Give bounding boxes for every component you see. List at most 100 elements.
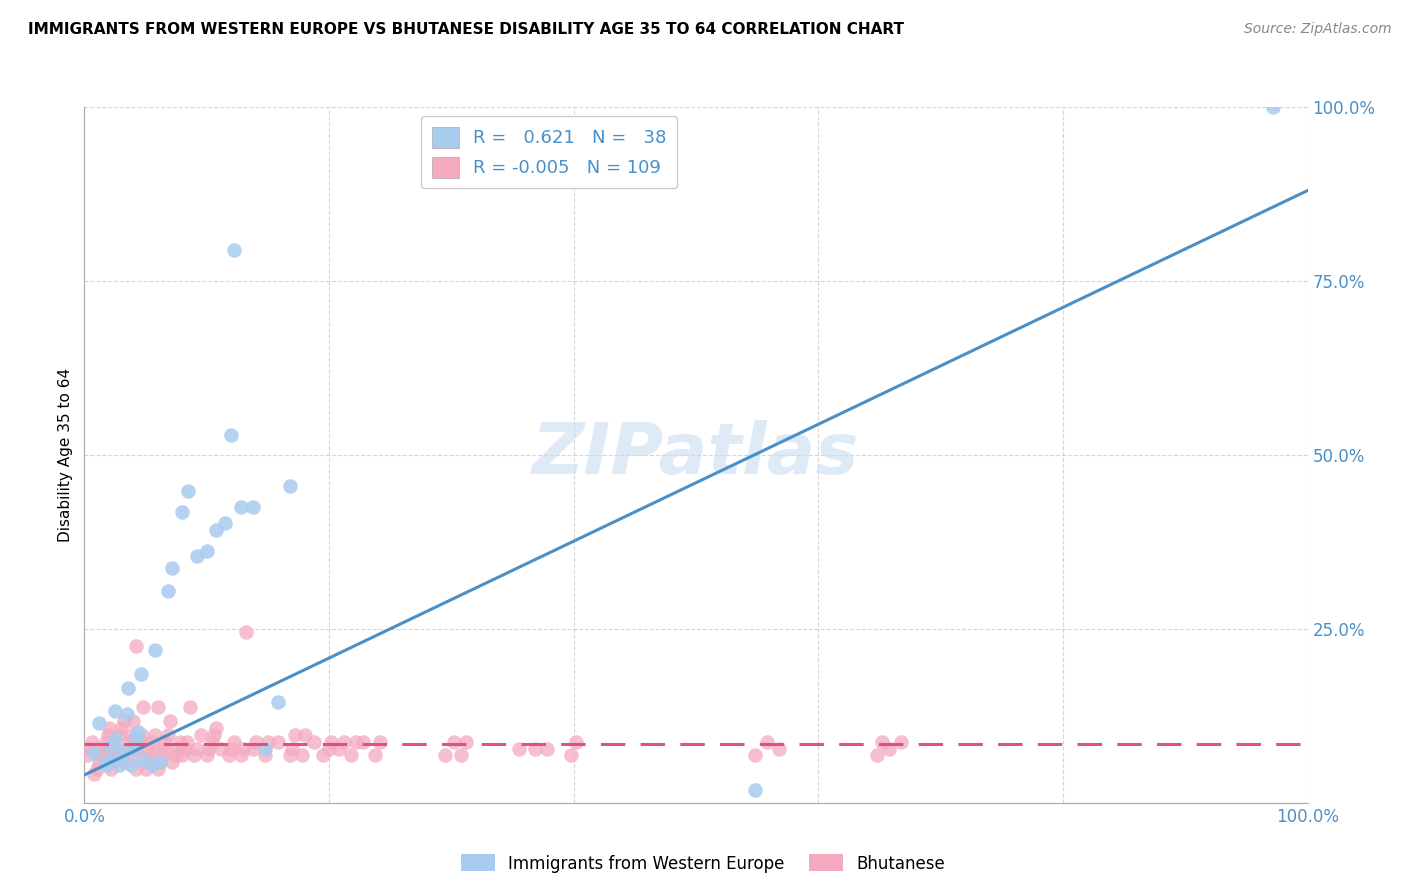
Point: [183, 748, 205, 763]
Point: [328, 741, 350, 756]
Point: [165, 748, 187, 763]
Point: [115, 741, 138, 756]
Point: [100, 739, 122, 753]
Point: [200, 734, 222, 748]
Point: [156, 728, 179, 742]
Point: [97, 721, 120, 735]
Point: [312, 748, 335, 763]
Point: [93, 741, 115, 756]
Point: [104, 731, 127, 746]
Point: [112, 714, 135, 728]
Point: [254, 741, 277, 756]
Point: [523, 741, 546, 756]
Point: [176, 734, 198, 748]
Point: [146, 699, 169, 714]
Point: [96, 734, 118, 748]
Point: [80, 734, 103, 748]
Point: [352, 734, 374, 748]
Point: [344, 734, 367, 748]
Point: [132, 753, 155, 767]
Point: [179, 699, 201, 714]
Point: [222, 243, 245, 257]
Point: [755, 734, 778, 748]
Point: [159, 714, 181, 728]
Point: [245, 734, 267, 748]
Text: IMMIGRANTS FROM WESTERN EUROPE VS BHUTANESE DISABILITY AGE 35 TO 64 CORRELATION : IMMIGRANTS FROM WESTERN EUROPE VS BHUTAN…: [28, 22, 904, 37]
Point: [131, 728, 153, 742]
Point: [143, 642, 166, 657]
Text: Source: ZipAtlas.com: Source: ZipAtlas.com: [1244, 22, 1392, 37]
Point: [257, 734, 280, 748]
Point: [364, 748, 387, 763]
Point: [83, 746, 105, 760]
Legend: R =   0.621   N =   38, R = -0.005   N = 109: R = 0.621 N = 38, R = -0.005 N = 109: [420, 116, 678, 188]
Point: [117, 681, 139, 695]
Point: [202, 728, 225, 742]
Point: [209, 741, 232, 756]
Point: [107, 757, 129, 772]
Point: [284, 728, 307, 742]
Point: [149, 756, 172, 770]
Point: [103, 750, 125, 764]
Point: [318, 741, 340, 756]
Point: [177, 484, 200, 499]
Point: [235, 625, 257, 640]
Point: [768, 741, 790, 756]
Point: [454, 734, 477, 748]
Point: [508, 741, 530, 756]
Point: [186, 549, 208, 563]
Point: [450, 748, 472, 763]
Point: [127, 724, 149, 739]
Point: [91, 747, 114, 761]
Point: [97, 728, 120, 742]
Point: [132, 699, 155, 714]
Point: [87, 756, 110, 770]
Point: [97, 753, 120, 767]
Point: [332, 734, 354, 748]
Point: [254, 748, 277, 763]
Point: [86, 763, 108, 777]
Point: [744, 748, 766, 763]
Point: [112, 756, 135, 770]
Y-axis label: Disability Age 35 to 64: Disability Age 35 to 64: [58, 368, 73, 542]
Point: [125, 639, 148, 653]
Point: [136, 756, 159, 770]
Point: [120, 757, 142, 772]
Point: [146, 763, 169, 777]
Point: [219, 428, 242, 442]
Point: [110, 750, 132, 764]
Point: [278, 479, 301, 493]
Point: [1263, 100, 1285, 114]
Point: [536, 741, 558, 756]
Point: [565, 734, 588, 748]
Point: [162, 560, 184, 574]
Point: [198, 741, 221, 756]
Point: [340, 748, 363, 763]
Point: [149, 756, 172, 770]
Point: [877, 741, 900, 756]
Point: [122, 714, 145, 728]
Point: [169, 734, 191, 748]
Point: [129, 734, 152, 748]
Point: [291, 748, 314, 763]
Point: [443, 734, 465, 748]
Point: [129, 667, 152, 681]
Point: [870, 734, 893, 748]
Point: [186, 741, 208, 756]
Point: [866, 748, 889, 763]
Point: [117, 734, 139, 748]
Point: [135, 763, 157, 777]
Point: [173, 741, 195, 756]
Point: [120, 728, 142, 742]
Point: [77, 741, 100, 756]
Point: [112, 744, 135, 758]
Point: [229, 748, 252, 763]
Point: [222, 734, 245, 748]
Point: [242, 741, 264, 756]
Point: [107, 728, 129, 742]
Point: [96, 757, 118, 772]
Point: [229, 500, 252, 514]
Point: [294, 728, 316, 742]
Point: [434, 748, 457, 763]
Point: [143, 728, 166, 742]
